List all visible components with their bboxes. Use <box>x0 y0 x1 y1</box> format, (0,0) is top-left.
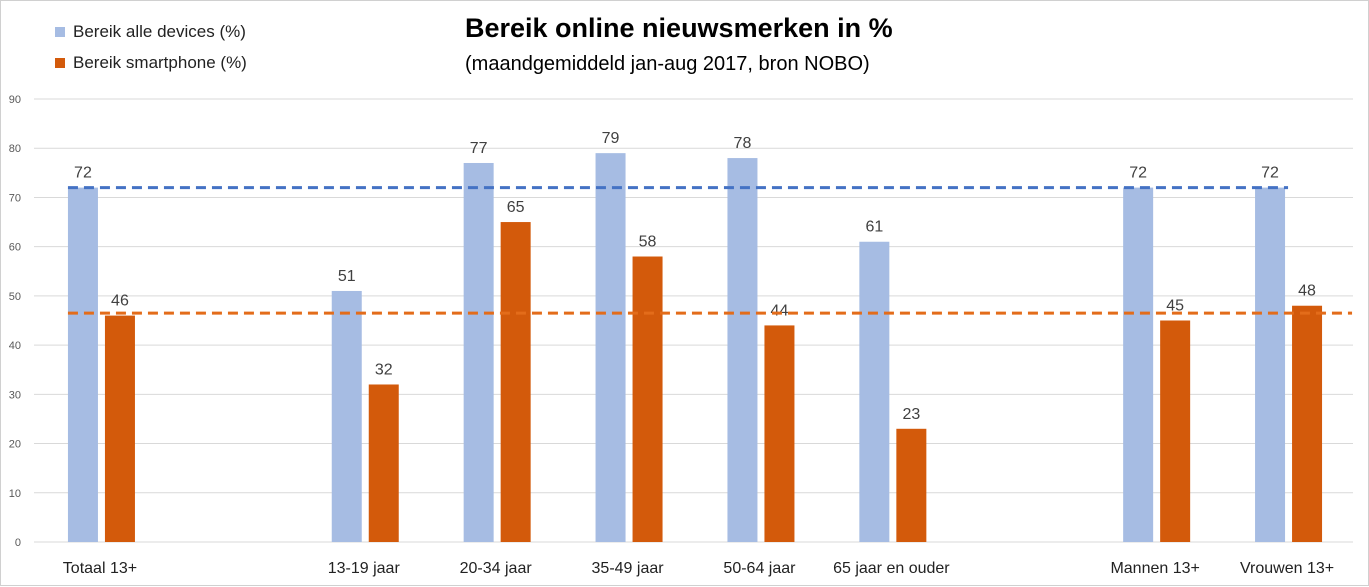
y-tick-label: 30 <box>9 389 21 401</box>
bar-all-devices <box>1123 187 1154 542</box>
legend-label-smartphone: Bereik smartphone (%) <box>73 53 247 72</box>
bar-all-devices <box>67 187 98 542</box>
bar-smartphone <box>896 428 927 542</box>
data-label-smartphone: 23 <box>902 406 920 423</box>
y-tick-label: 20 <box>9 439 21 451</box>
x-tick-label: Mannen 13+ <box>1110 560 1199 577</box>
data-label-smartphone: 48 <box>1298 283 1316 300</box>
bar-smartphone <box>764 325 795 542</box>
data-label-smartphone: 46 <box>111 293 129 310</box>
bar-all-devices <box>859 241 890 542</box>
data-label-all-devices: 51 <box>338 268 356 285</box>
bar-smartphone <box>632 256 663 542</box>
legend-item-smartphone: Bereik smartphone (%) <box>55 52 247 74</box>
data-label-smartphone: 65 <box>507 199 525 216</box>
chart-subtitle: (maandgemiddeld jan-aug 2017, bron NOBO) <box>465 53 870 75</box>
y-tick-label: 40 <box>9 340 21 352</box>
data-label-smartphone: 58 <box>639 234 657 251</box>
bar-all-devices <box>331 290 362 542</box>
x-tick-label: Vrouwen 13+ <box>1240 560 1334 577</box>
data-label-all-devices: 72 <box>1261 165 1279 182</box>
bar-smartphone <box>500 222 531 543</box>
data-label-smartphone: 32 <box>375 361 393 378</box>
data-label-smartphone: 45 <box>1166 298 1184 315</box>
y-tick-label: 50 <box>9 291 21 303</box>
bar-smartphone <box>104 315 135 542</box>
bar-all-devices <box>463 162 494 542</box>
legend-swatch-smartphone <box>55 58 65 68</box>
bar-all-devices <box>595 153 626 542</box>
x-tick-label: 35-49 jaar <box>592 560 665 577</box>
legend-label-all-devices: Bereik alle devices (%) <box>73 22 246 41</box>
bar-smartphone <box>1292 305 1323 542</box>
x-tick-label: 20-34 jaar <box>460 560 533 577</box>
data-label-all-devices: 61 <box>865 219 883 236</box>
y-tick-label: 10 <box>9 488 21 500</box>
chart-title: Bereik online nieuwsmerken in % <box>465 13 893 43</box>
legend-swatch-all-devices <box>55 27 65 37</box>
y-tick-label: 70 <box>9 192 21 204</box>
y-tick-label: 0 <box>15 537 21 549</box>
bar-smartphone <box>1160 320 1191 542</box>
legend-item-all-devices: Bereik alle devices (%) <box>55 21 246 43</box>
data-label-all-devices: 79 <box>602 130 620 147</box>
bar-smartphone <box>368 384 399 542</box>
bar-all-devices <box>1255 187 1286 542</box>
data-label-all-devices: 77 <box>470 140 488 157</box>
y-tick-label: 80 <box>9 143 21 155</box>
bar-all-devices <box>727 158 758 543</box>
data-label-smartphone: 44 <box>771 302 789 319</box>
x-tick-label: Totaal 13+ <box>63 560 137 577</box>
x-tick-label: 13-19 jaar <box>328 560 401 577</box>
data-label-all-devices: 78 <box>734 135 752 152</box>
data-label-all-devices: 72 <box>74 165 92 182</box>
y-tick-label: 60 <box>9 242 21 254</box>
x-tick-label: 65 jaar en ouder <box>833 560 950 577</box>
data-label-all-devices: 72 <box>1129 165 1147 182</box>
x-tick-label: 50-64 jaar <box>723 560 796 577</box>
y-tick-label: 90 <box>9 94 21 106</box>
